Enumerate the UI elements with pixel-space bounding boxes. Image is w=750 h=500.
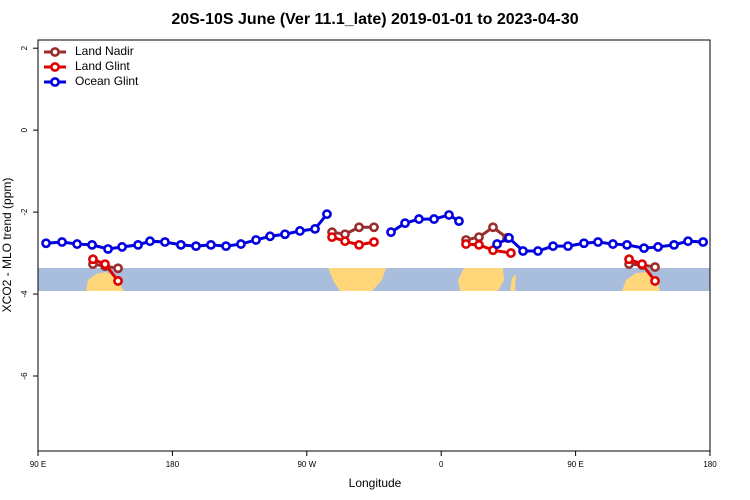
point <box>100 259 110 270</box>
point <box>160 237 170 247</box>
x-axis-label: Longitude <box>349 476 402 490</box>
point <box>113 276 123 286</box>
point <box>533 246 543 256</box>
point <box>103 244 113 254</box>
legend-marker <box>50 77 60 87</box>
point <box>492 239 502 249</box>
y-axis-label: XCO2 - MLO trend (ppm) <box>0 178 14 313</box>
point <box>117 242 127 252</box>
point <box>488 222 498 233</box>
point <box>57 237 67 247</box>
point <box>624 254 634 265</box>
point <box>461 239 471 249</box>
point <box>369 222 379 233</box>
land-shape <box>328 268 386 291</box>
legend-marker <box>50 62 60 72</box>
point <box>265 231 275 242</box>
point <box>414 214 424 224</box>
point <box>444 210 454 220</box>
point <box>650 276 660 286</box>
point <box>133 239 143 250</box>
point <box>340 236 350 247</box>
land-mask <box>38 268 710 291</box>
point <box>88 254 98 265</box>
point <box>327 232 337 242</box>
point <box>429 214 439 224</box>
y-tick-label: -6 <box>20 372 29 380</box>
x-tick-label: 90 E <box>30 460 46 469</box>
point <box>474 232 484 242</box>
point <box>87 239 97 250</box>
legend-label: Land Nadir <box>75 44 134 58</box>
point <box>593 237 603 247</box>
y-tick-label: -2 <box>20 208 29 216</box>
point <box>548 241 558 252</box>
legend-label: Ocean Glint <box>75 74 139 88</box>
point <box>474 239 484 250</box>
y-tick-label: 2 <box>20 45 29 50</box>
point <box>145 236 155 247</box>
point <box>176 239 186 250</box>
point <box>191 241 201 252</box>
point <box>400 218 410 229</box>
land-shape <box>458 268 504 291</box>
point <box>504 233 514 243</box>
point <box>354 239 364 250</box>
point <box>650 262 660 272</box>
point <box>608 239 618 249</box>
point <box>653 242 663 252</box>
legend-marker <box>50 47 60 57</box>
point <box>369 237 379 247</box>
point <box>563 241 573 252</box>
point <box>698 237 709 247</box>
point <box>579 238 589 249</box>
point <box>251 235 261 245</box>
point <box>354 222 364 233</box>
point <box>506 248 516 258</box>
plot-frame <box>37 39 711 452</box>
point <box>206 239 216 250</box>
point <box>41 238 51 249</box>
point <box>221 241 231 252</box>
point <box>454 216 464 227</box>
x-tick-label: 90 W <box>297 460 316 469</box>
point <box>683 236 693 247</box>
point <box>72 239 83 249</box>
point <box>113 263 123 274</box>
x-tick-label: 180 <box>166 460 180 469</box>
point <box>386 227 396 238</box>
point <box>322 209 332 220</box>
y-tick-label: 0 <box>20 127 29 132</box>
point <box>310 224 320 234</box>
point <box>518 246 528 256</box>
land-shape <box>510 274 516 291</box>
point <box>236 239 246 249</box>
point <box>280 229 290 240</box>
x-tick-label: 0 <box>439 460 444 469</box>
x-tick-label: 90 E <box>567 460 583 469</box>
y-tick-label: -4 <box>20 290 29 298</box>
point <box>622 239 632 250</box>
x-tick-label: 180 <box>703 460 717 469</box>
point <box>295 226 305 236</box>
legend-label: Land Glint <box>75 59 130 73</box>
point <box>639 243 649 254</box>
chart-title: 20S-10S June (Ver 11.1_late) 2019-01-01 … <box>171 11 578 28</box>
point <box>637 259 647 270</box>
point <box>669 239 679 250</box>
